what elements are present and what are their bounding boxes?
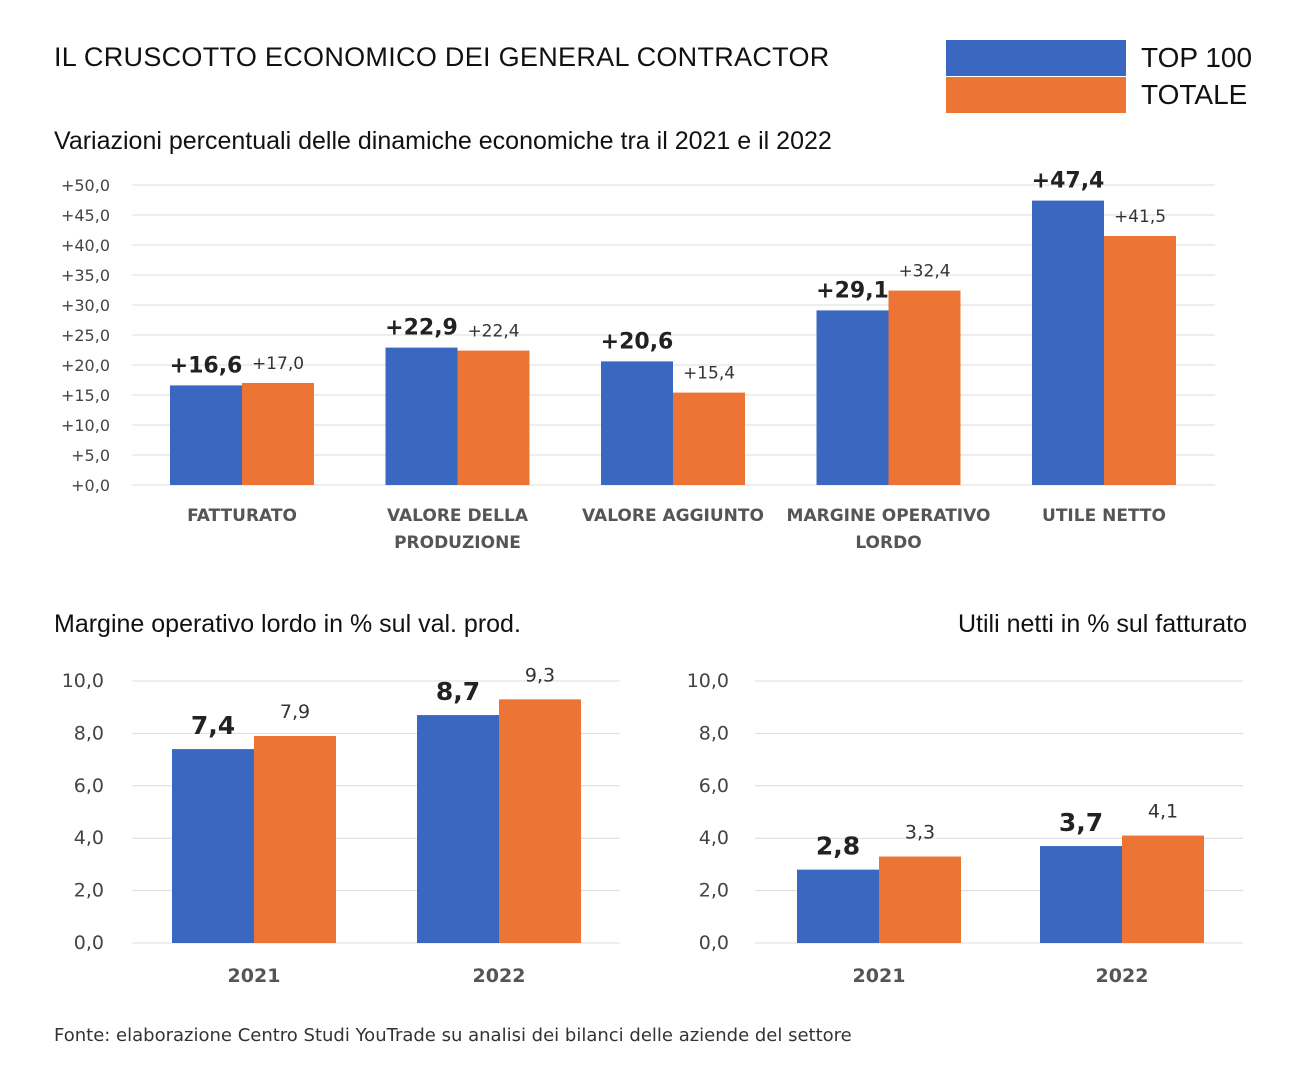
y-tick-label: +5,0 — [71, 446, 110, 465]
bar-totale — [879, 856, 961, 943]
bar-totale — [1122, 835, 1204, 943]
x-category-label: 2022 — [1096, 965, 1149, 987]
y-tick-label: 8,0 — [699, 722, 729, 744]
y-tick-label: +20,0 — [61, 356, 110, 375]
bar-totale — [457, 350, 530, 485]
y-tick-label: 0,0 — [74, 932, 104, 954]
y-tick-label: +30,0 — [61, 296, 110, 315]
data-label-top100: +16,6 — [170, 353, 243, 378]
y-tick-label: +25,0 — [61, 326, 110, 345]
y-tick-label: +45,0 — [61, 206, 110, 225]
bar-totale — [888, 290, 961, 485]
y-tick-label: 0,0 — [699, 932, 729, 954]
y-tick-label: +10,0 — [61, 416, 110, 435]
bar-top100 — [797, 869, 879, 943]
bar-top100 — [601, 361, 673, 485]
data-label-totale: +15,4 — [683, 364, 735, 384]
bar-top100 — [1040, 846, 1122, 943]
x-category-label: UTILE NETTO — [1042, 506, 1166, 526]
data-label-top100: +47,4 — [1032, 169, 1105, 194]
y-tick-label: 2,0 — [74, 880, 104, 902]
x-category-label: MARGINE OPERATIVO — [787, 506, 991, 526]
chart-title-mol: Margine operativo lordo in % sul val. pr… — [54, 610, 521, 638]
x-category-label: LORDO — [855, 533, 921, 553]
y-tick-label: 10,0 — [62, 670, 104, 692]
y-tick-label: +35,0 — [61, 266, 110, 285]
data-label-totale: 7,9 — [280, 701, 310, 723]
y-tick-label: 6,0 — [699, 775, 729, 797]
x-category-label: PRODUZIONE — [394, 533, 521, 553]
x-category-label: 2021 — [228, 965, 281, 987]
data-label-totale: +17,0 — [252, 354, 304, 374]
bar-totale — [1104, 236, 1176, 485]
legend-label-top100: TOP 100 — [1141, 42, 1253, 73]
data-label-top100: 3,7 — [1059, 808, 1103, 837]
y-tick-label: +0,0 — [71, 476, 110, 495]
bar-top100 — [816, 310, 889, 485]
y-tick-label: +40,0 — [61, 236, 110, 255]
bar-totale — [499, 699, 581, 943]
data-label-totale: 9,3 — [525, 664, 555, 686]
data-label-totale: 4,1 — [1148, 801, 1178, 823]
y-tick-label: 6,0 — [74, 775, 104, 797]
data-label-top100: 2,8 — [816, 832, 860, 861]
x-category-label: 2022 — [473, 965, 526, 987]
data-label-totale: +22,4 — [467, 322, 519, 342]
legend-swatch-top100 — [946, 40, 1126, 76]
data-label-totale: +41,5 — [1114, 207, 1166, 227]
x-category-label: 2021 — [853, 965, 906, 987]
data-label-top100: +20,6 — [601, 329, 674, 354]
data-label-top100: 7,4 — [191, 711, 235, 740]
data-label-top100: +22,9 — [385, 316, 458, 341]
bar-top100 — [385, 347, 458, 485]
bar-top100 — [417, 715, 499, 943]
data-label-totale: 3,3 — [905, 822, 935, 844]
legend-swatch-totale — [946, 77, 1126, 113]
page-title: IL CRUSCOTTO ECONOMICO DEI GENERAL CONTR… — [54, 42, 830, 72]
y-tick-label: +50,0 — [61, 176, 110, 195]
bar-totale — [254, 736, 336, 943]
bar-totale — [242, 383, 314, 485]
y-tick-label: 2,0 — [699, 880, 729, 902]
x-category-label: VALORE DELLA — [387, 506, 529, 526]
chart-title-variazioni: Variazioni percentuali delle dinamiche e… — [54, 127, 832, 155]
x-category-label: FATTURATO — [187, 506, 297, 526]
data-label-totale: +32,4 — [898, 262, 950, 282]
y-tick-label: 4,0 — [74, 827, 104, 849]
source-note: Fonte: elaborazione Centro Studi YouTrad… — [54, 1025, 852, 1046]
y-tick-label: 4,0 — [699, 827, 729, 849]
data-label-top100: 8,7 — [436, 677, 480, 706]
y-tick-label: 10,0 — [687, 670, 729, 692]
bar-top100 — [172, 749, 254, 943]
y-tick-label: 8,0 — [74, 722, 104, 744]
x-category-label: VALORE AGGIUNTO — [582, 506, 764, 526]
data-label-top100: +29,1 — [816, 278, 889, 303]
bar-top100 — [170, 385, 242, 485]
chart-title-utili: Utili netti in % sul fatturato — [957, 610, 1247, 638]
bar-top100 — [1032, 200, 1104, 485]
bar-totale — [673, 392, 745, 485]
y-tick-label: +15,0 — [61, 386, 110, 405]
legend-label-totale: TOTALE — [1141, 79, 1248, 110]
